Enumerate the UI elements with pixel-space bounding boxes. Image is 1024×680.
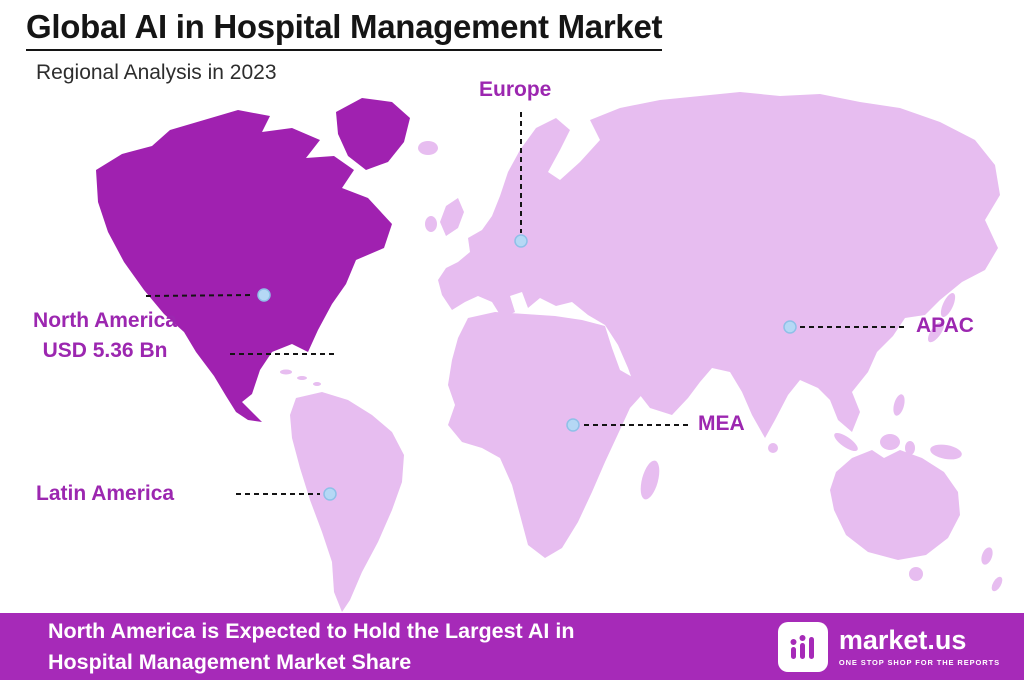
- europe-label: Europe: [479, 78, 552, 101]
- australia-region: [830, 450, 1003, 592]
- page-subtitle: Regional Analysis in 2023: [36, 61, 277, 84]
- latin-america-label: Latin America: [36, 482, 175, 505]
- page-title: Global AI in Hospital Management Market: [26, 8, 662, 51]
- north-america-label-name: North America: [33, 309, 177, 332]
- africa-region: [448, 312, 660, 558]
- brand-name: market.us: [838, 624, 967, 655]
- footer-text-line2: Hospital Management Market Share: [48, 649, 412, 674]
- mea-marker-dot: [566, 418, 580, 432]
- apac-label: APAC: [916, 314, 974, 337]
- brand-tagline: ONE STOP SHOP FOR THE REPORTS: [838, 657, 1000, 667]
- footer-text-line1: North America is Expected to Hold the La…: [48, 619, 575, 644]
- header: Global AI in Hospital Management Market …: [26, 8, 662, 85]
- mea-label: MEA: [698, 412, 745, 435]
- eurasia-region: [418, 92, 1000, 467]
- europe-marker-dot: [514, 234, 528, 248]
- market-us-logo-icon: [790, 634, 814, 659]
- north-america-label: North America USD 5.36 Bn: [8, 306, 202, 367]
- latin-america-marker-dot: [323, 487, 337, 501]
- north-america-marker-dot: [257, 288, 271, 302]
- apac-marker-dot: [783, 320, 797, 334]
- map-markers: [257, 234, 797, 501]
- footer-text: North America is Expected to Hold the La…: [0, 616, 574, 676]
- footer-banner: North America is Expected to Hold the La…: [0, 613, 1024, 680]
- north-america-region: [96, 98, 410, 422]
- brand-logo: [777, 621, 828, 672]
- north-america-label-value: USD 5.36 Bn: [42, 339, 168, 363]
- leader-lines: [145, 112, 906, 495]
- south-america-region: [280, 369, 404, 612]
- brand-block: market.us ONE STOP SHOP FOR THE REPORTS: [777, 621, 1024, 672]
- brand-text: market.us ONE STOP SHOP FOR THE REPORTS: [838, 624, 1000, 667]
